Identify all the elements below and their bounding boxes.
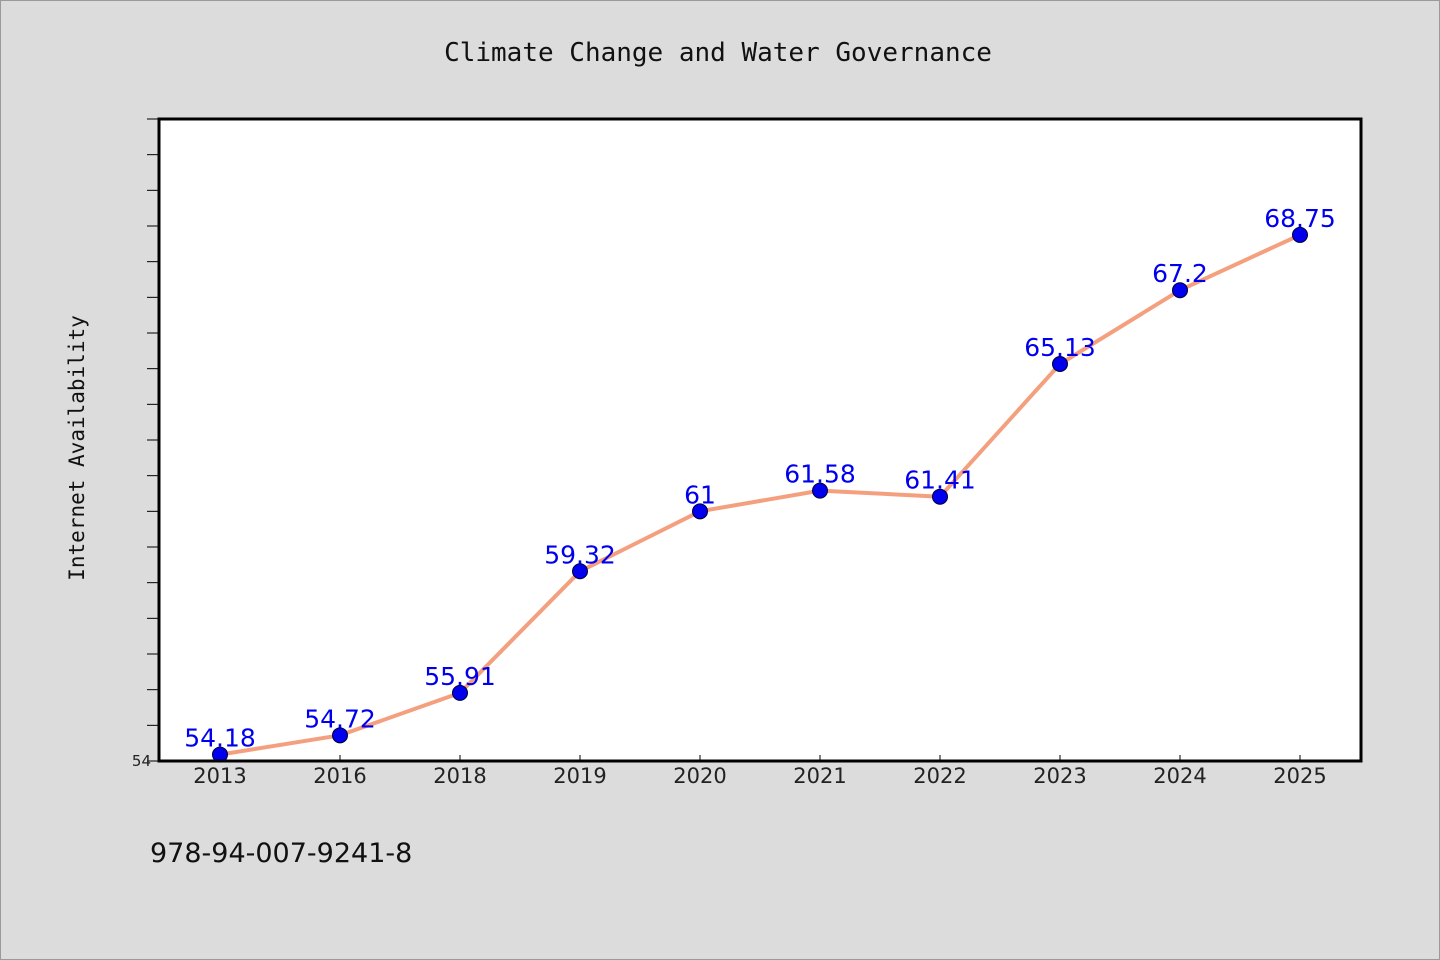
x-tick-label: 2025 <box>1273 764 1326 788</box>
data-label: 54.72 <box>304 704 376 733</box>
data-labels: 54.18 54.72 55.91 59.32 61 61.58 61.41 65.13 67.… <box>184 204 1336 753</box>
data-point <box>812 482 828 499</box>
x-tick-label: 2020 <box>673 764 726 788</box>
data-point <box>692 503 708 520</box>
x-tick-label: 2024 <box>1153 764 1206 788</box>
data-points <box>212 226 1308 763</box>
plot-area <box>159 119 1361 761</box>
data-label: 65.13 <box>1024 333 1096 362</box>
data-point <box>1052 356 1068 373</box>
x-tick-label: 2018 <box>433 764 486 788</box>
x-tick-label: 2021 <box>793 764 846 788</box>
x-tick-label: 2023 <box>1033 764 1086 788</box>
x-tick-label: 2019 <box>553 764 606 788</box>
data-label: 61 <box>684 480 716 509</box>
data-label: 61.41 <box>904 466 976 495</box>
isbn-text: 978-94-007-9241-8 <box>150 838 412 869</box>
y-axis-ticks: 54 <box>132 118 159 770</box>
data-point <box>932 488 948 505</box>
data-label: 59.32 <box>544 540 616 569</box>
x-axis-ticks: 2013 2016 2018 2019 2020 2021 2022 2023 2024 2025 <box>193 755 1327 788</box>
x-tick-label: 2016 <box>313 764 366 788</box>
data-point <box>332 727 348 744</box>
y-axis-label: Internet Availability <box>65 315 89 581</box>
plot-border <box>157 117 1363 763</box>
data-label: 54.18 <box>184 724 256 753</box>
data-point <box>1292 226 1308 243</box>
data-point <box>1172 282 1188 299</box>
chart-title: Climate Change and Water Governance <box>444 38 992 68</box>
data-label: 68.75 <box>1264 204 1336 233</box>
series-line <box>219 233 1301 757</box>
y-tick-label: 54 <box>132 752 151 770</box>
data-point <box>572 563 588 580</box>
data-label: 67.2 <box>1152 259 1208 288</box>
x-tick-label: 2022 <box>913 764 966 788</box>
data-label: 55.91 <box>424 662 496 691</box>
data-point <box>452 684 468 701</box>
data-label: 61.58 <box>784 460 856 489</box>
x-tick-label: 2013 <box>193 764 246 788</box>
